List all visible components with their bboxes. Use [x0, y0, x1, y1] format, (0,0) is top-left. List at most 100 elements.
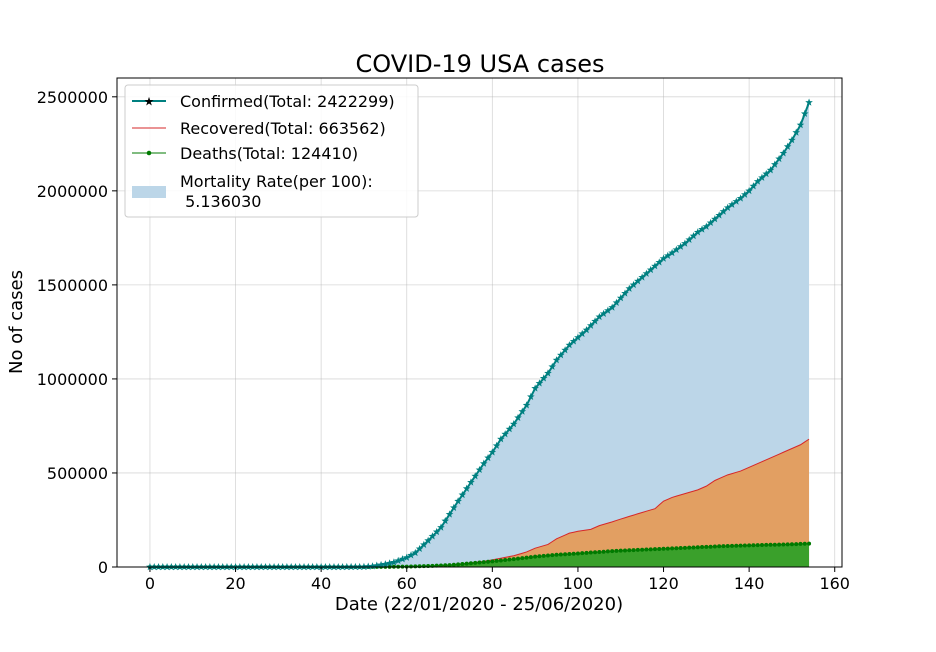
deaths-point	[473, 560, 478, 565]
area-confirmed	[149, 102, 810, 567]
x-tick-label: 160	[819, 574, 850, 593]
deaths-point	[648, 547, 653, 552]
x-tick-label: 140	[734, 574, 765, 593]
deaths-point	[460, 561, 465, 566]
area-fills	[149, 102, 810, 567]
deaths-point	[691, 545, 696, 550]
confirmed-point	[428, 532, 437, 540]
confirmed-point	[693, 228, 702, 236]
deaths-point	[533, 554, 538, 559]
confirmed-point	[561, 346, 569, 354]
confirmed-point	[364, 562, 373, 570]
deaths-point	[717, 544, 722, 549]
deaths-point	[631, 548, 636, 553]
confirmed-point	[621, 289, 629, 297]
x-tick-label: 120	[648, 574, 679, 593]
confirmed-point	[372, 561, 381, 569]
deaths-point	[558, 552, 563, 557]
confirmed-point	[479, 459, 488, 467]
confirmed-point	[608, 303, 616, 311]
confirmed-point	[711, 215, 719, 223]
confirmed-point	[612, 298, 621, 306]
area-recovered	[149, 439, 810, 567]
deaths-point	[734, 543, 739, 548]
confirmed-point	[518, 407, 527, 415]
confirmed-point	[398, 555, 407, 563]
deaths-point	[584, 550, 589, 555]
confirmed-point	[535, 379, 544, 387]
confirmed-point	[544, 369, 552, 377]
deaths-point	[507, 557, 512, 562]
deaths-point	[725, 543, 730, 548]
confirmed-point	[505, 425, 514, 433]
x-tick-label: 0	[145, 574, 155, 593]
confirmed-point	[749, 182, 758, 190]
plot-frame	[116, 77, 843, 568]
confirmed-point	[668, 248, 676, 257]
deaths-point	[537, 554, 542, 559]
confirmed-point	[616, 294, 625, 302]
x-axis-label: Date (22/01/2020 - 25/06/2020)	[335, 594, 623, 615]
deaths-point	[575, 551, 580, 556]
legend-mortality-value: 5.136030	[180, 192, 261, 211]
confirmed-point	[651, 262, 659, 270]
x-tick-label: 40	[311, 574, 331, 593]
series-markers	[146, 98, 813, 571]
legend-mortality-label: Mortality Rate(per 100):	[180, 172, 373, 191]
deaths-point	[755, 543, 760, 548]
confirmed-point	[805, 98, 813, 106]
legend-confirmed-label: Confirmed(Total: 2422299)	[180, 92, 395, 111]
confirmed-point	[484, 453, 492, 462]
confirmed-point	[664, 251, 672, 259]
confirmed-point	[531, 384, 539, 392]
deaths-point	[541, 553, 546, 558]
confirmed-point	[689, 231, 698, 240]
confirmed-point	[775, 154, 783, 163]
confirmed-point	[432, 527, 441, 536]
confirmed-point	[681, 239, 689, 247]
confirmed-point	[634, 277, 642, 285]
deaths-point	[742, 543, 747, 548]
confirmed-point	[492, 441, 501, 449]
confirmed-point	[676, 242, 685, 250]
confirmed-point	[488, 448, 497, 456]
legend-recovered-label: Recovered(Total: 663562)	[180, 119, 386, 138]
confirmed-point	[450, 503, 458, 511]
confirmed-point	[424, 536, 432, 544]
deaths-point	[545, 553, 550, 558]
deaths-point	[640, 547, 645, 552]
deaths-point	[708, 544, 713, 549]
deaths-point	[524, 555, 529, 560]
deaths-point	[421, 564, 426, 569]
deaths-point	[700, 545, 705, 550]
confirmed-point	[394, 556, 402, 564]
area-deaths	[149, 543, 810, 567]
deaths-point	[567, 551, 572, 556]
confirmed-point	[527, 392, 535, 401]
confirmed-point	[659, 254, 668, 262]
deaths-point	[601, 549, 606, 554]
deaths-point	[747, 543, 752, 548]
confirmed-point	[377, 560, 385, 569]
deaths-point	[481, 560, 486, 565]
confirmed-point	[539, 374, 548, 382]
confirmed-point	[719, 207, 728, 215]
legend-mortality-swatch	[132, 186, 166, 198]
confirmed-point	[629, 280, 638, 289]
confirmed-point	[638, 273, 646, 281]
deaths-point	[528, 555, 533, 560]
confirmed-point	[497, 435, 505, 443]
confirmed-point	[411, 548, 420, 557]
confirmed-point	[578, 329, 587, 338]
deaths-point	[670, 546, 675, 551]
deaths-point	[443, 563, 448, 568]
x-tick-label: 80	[482, 574, 502, 593]
deaths-point	[550, 553, 555, 558]
y-tick-label: 2000000	[37, 182, 108, 201]
confirmed-point	[591, 317, 599, 325]
confirmed-point	[509, 420, 518, 428]
x-tick-label: 20	[225, 574, 245, 593]
y-axis-ticks: 0 500000 1000000 1500000 2000000 2500000	[37, 88, 117, 577]
confirmed-point	[390, 558, 398, 566]
confirmed-point	[595, 312, 604, 321]
